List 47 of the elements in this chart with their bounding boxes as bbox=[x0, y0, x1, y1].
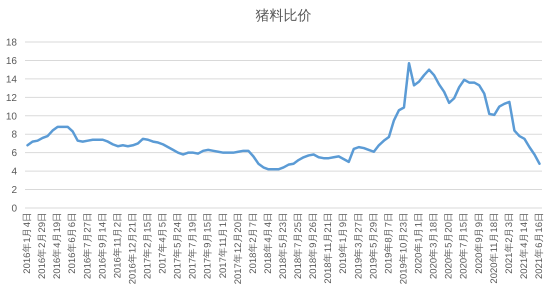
x-tick-label: 2017年2月15日 bbox=[141, 212, 154, 279]
x-tick-label: 2020年7月15日 bbox=[458, 212, 470, 279]
x-tick-label: 2018年9月26日 bbox=[307, 212, 320, 279]
chart-title: 猪料比价 bbox=[256, 7, 312, 23]
x-tick-label: 2020年11月18日 bbox=[488, 212, 500, 284]
x-tick-label: 2021年2月3日 bbox=[502, 212, 515, 274]
y-tick-label: 14 bbox=[6, 74, 18, 86]
x-tick-label: 2016年9月14日 bbox=[96, 212, 108, 279]
x-tick-label: 2016年4月19日 bbox=[51, 212, 64, 279]
x-tick-label: 2017年5月24日 bbox=[172, 212, 184, 279]
y-tick-label: 16 bbox=[6, 56, 18, 67]
x-tick-label: 2017年12月20日 bbox=[232, 212, 244, 284]
x-tick-label: 2021年4月14日 bbox=[518, 212, 530, 279]
x-tick-label: 2019年3月27日 bbox=[352, 212, 364, 279]
x-tick-label: 2016年7月27日 bbox=[81, 212, 94, 279]
x-tick-label: 2018年4月4日 bbox=[262, 212, 274, 274]
x-tick-label: 2016年6月6日 bbox=[66, 212, 78, 274]
x-tick-label: 2018年5月23日 bbox=[277, 212, 290, 279]
x-tick-label: 2018年2月7日 bbox=[246, 212, 259, 274]
x-tick-label: 2020年1月1日 bbox=[412, 212, 425, 274]
x-tick-label: 2017年11月1日 bbox=[216, 212, 229, 278]
y-tick-label: 2 bbox=[11, 185, 18, 196]
y-tick-label: 10 bbox=[6, 111, 18, 122]
x-tick-label: 2017年7月19日 bbox=[186, 212, 199, 279]
x-tick-label: 2016年12月21日 bbox=[126, 212, 138, 284]
x-tick-label: 2018年11月21日 bbox=[322, 212, 334, 284]
line-series bbox=[26, 62, 541, 171]
y-tick-label: 4 bbox=[11, 166, 18, 178]
x-tick-label: 2019年8月7日 bbox=[382, 212, 394, 274]
x-tick-label: 2019年1月9日 bbox=[337, 212, 350, 274]
x-tick-label: 2020年5月20日 bbox=[442, 212, 455, 279]
x-tick-label: 2016年2月29日 bbox=[36, 212, 48, 279]
x-tick-label: 2016年11月2日 bbox=[111, 212, 124, 278]
y-tick-label: 6 bbox=[11, 148, 18, 160]
x-tick-label: 2021年6月16日 bbox=[533, 212, 546, 279]
x-tick-label: 2017年9月15日 bbox=[202, 212, 214, 279]
x-tick-label: 2017年4月5日 bbox=[156, 212, 169, 274]
x-tick-label: 2019年5月29日 bbox=[367, 212, 380, 279]
y-tick-label: 8 bbox=[11, 130, 18, 141]
y-tick-label: 18 bbox=[6, 38, 18, 48]
x-tick-label: 2020年3月18日 bbox=[428, 212, 440, 279]
y-tick-label: 0 bbox=[11, 204, 18, 214]
x-tick-label: 2019年10月23日 bbox=[397, 212, 410, 284]
x-tick-label: 2020年9月9日 bbox=[472, 212, 485, 274]
x-tick-label: 2016年1月4日 bbox=[21, 212, 34, 274]
x-tick-label: 2018年7月25日 bbox=[292, 212, 304, 279]
y-tick-label: 12 bbox=[6, 92, 18, 104]
